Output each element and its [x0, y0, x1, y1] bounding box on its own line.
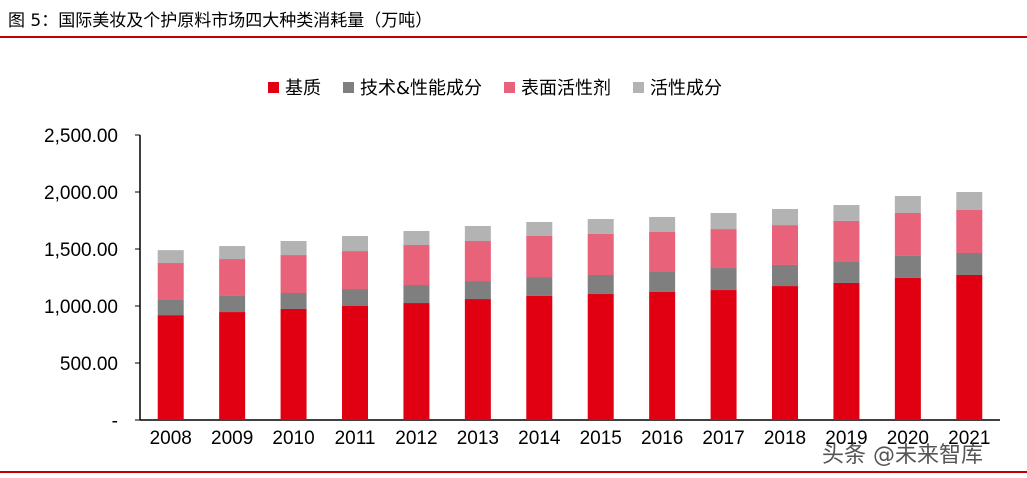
legend: 基质 技术&性能成分 表面活性剂 活性成分 — [268, 74, 722, 100]
bar-segment — [526, 236, 553, 278]
bar-segment — [772, 208, 798, 226]
bar-segment — [342, 306, 368, 420]
bar-segment — [403, 303, 430, 420]
bar-segment — [587, 233, 614, 275]
legend-label: 技术&性能成分 — [360, 78, 483, 99]
bar-segment — [710, 212, 737, 230]
bar-segment — [956, 252, 983, 275]
bar-segment — [280, 255, 307, 294]
y-tick-label: 500.00 — [60, 354, 118, 375]
bar-segment — [710, 229, 737, 269]
bar-segment — [526, 295, 553, 420]
bar-segment — [833, 204, 860, 221]
y-tick-label: - — [112, 411, 118, 432]
bar-segment — [219, 259, 246, 296]
bar-segment — [157, 299, 184, 316]
x-tick-label: 2021 — [948, 428, 990, 449]
bar-segment — [894, 212, 921, 256]
x-tick-label: 2020 — [887, 428, 929, 449]
bar-segment — [833, 282, 860, 420]
legend-swatch — [504, 81, 516, 93]
bar-segment — [894, 277, 921, 420]
x-tick-label: 2008 — [150, 428, 192, 449]
bar-segment — [710, 290, 737, 420]
bar-segment — [219, 312, 246, 420]
bar-segment — [464, 225, 491, 242]
bar-segment — [342, 236, 368, 252]
x-tick-label: 2016 — [641, 428, 683, 449]
bar-segment — [772, 264, 798, 287]
x-tick-label: 2011 — [335, 428, 376, 449]
bar-segment — [280, 241, 307, 256]
bar-segment — [772, 286, 798, 420]
bar-segment — [649, 216, 676, 233]
legend-swatch — [268, 81, 279, 93]
x-tick-label: 2009 — [211, 428, 253, 449]
y-tick-label: 1,500.00 — [44, 240, 118, 261]
bar-segment — [157, 315, 184, 420]
legend-item: 表面活性剂 — [504, 74, 611, 100]
legend-item: 基质 — [268, 74, 321, 100]
bar-segment — [280, 308, 307, 420]
bar-segment — [894, 195, 921, 213]
bar-segment — [649, 291, 676, 420]
x-tick-label: 2019 — [825, 428, 867, 449]
bar-segment — [219, 295, 246, 313]
bar-segment — [587, 274, 614, 295]
bar-segment — [403, 245, 430, 286]
bar-segment — [710, 268, 737, 291]
bar-segment — [464, 241, 491, 282]
bar-segment — [649, 232, 676, 273]
bar-segment — [587, 294, 614, 420]
bar-segment — [280, 293, 307, 309]
legend-label: 活性成分 — [650, 78, 723, 99]
x-tick-label: 2014 — [518, 428, 561, 449]
watermark: 头条 @未来智库 — [822, 443, 983, 468]
legend-label: 基质 — [285, 78, 321, 99]
bar-segment — [219, 246, 246, 260]
bar-segment — [956, 274, 983, 420]
y-tick-label: 1,000.00 — [44, 297, 118, 318]
legend-item: 活性成分 — [633, 74, 722, 100]
bar-segment — [833, 220, 860, 262]
legend-item: 技术&性能成分 — [343, 74, 482, 100]
bar-segment — [587, 219, 614, 234]
legend-swatch — [343, 81, 354, 93]
x-tick-label: 2017 — [702, 428, 744, 449]
bar-segment — [956, 192, 983, 211]
legend-label: 表面活性剂 — [521, 78, 612, 99]
top-rule — [0, 36, 1027, 38]
y-tick-label: 2,000.00 — [44, 183, 118, 204]
legend-swatch — [633, 81, 645, 93]
bar-segment — [157, 263, 184, 300]
bar-segment — [526, 221, 553, 237]
bar-segment — [772, 225, 798, 265]
bar-segment — [956, 210, 983, 253]
figure-title: 图 5：国际美妆及个护原料市场四大种类消耗量（万吨） — [8, 11, 433, 31]
bar-segment — [464, 299, 491, 420]
bar-segment — [833, 261, 860, 283]
bar-segment — [894, 255, 921, 278]
bar-segment — [157, 250, 184, 264]
x-tick-label: 2013 — [457, 428, 499, 449]
bar-segment — [342, 289, 368, 306]
bar-segment — [649, 272, 676, 292]
bar-segment — [403, 230, 430, 246]
x-tick-label: 2012 — [395, 428, 437, 449]
bar-segment — [342, 251, 368, 290]
x-tick-label: 2015 — [580, 428, 622, 449]
bottom-rule — [0, 471, 1027, 473]
bar-segment — [403, 285, 430, 304]
x-tick-label: 2010 — [272, 428, 314, 449]
bar-segment — [464, 281, 491, 300]
x-tick-label: 2018 — [764, 428, 806, 449]
y-tick-label: 2,500.00 — [44, 126, 118, 147]
bar-segment — [526, 277, 553, 296]
